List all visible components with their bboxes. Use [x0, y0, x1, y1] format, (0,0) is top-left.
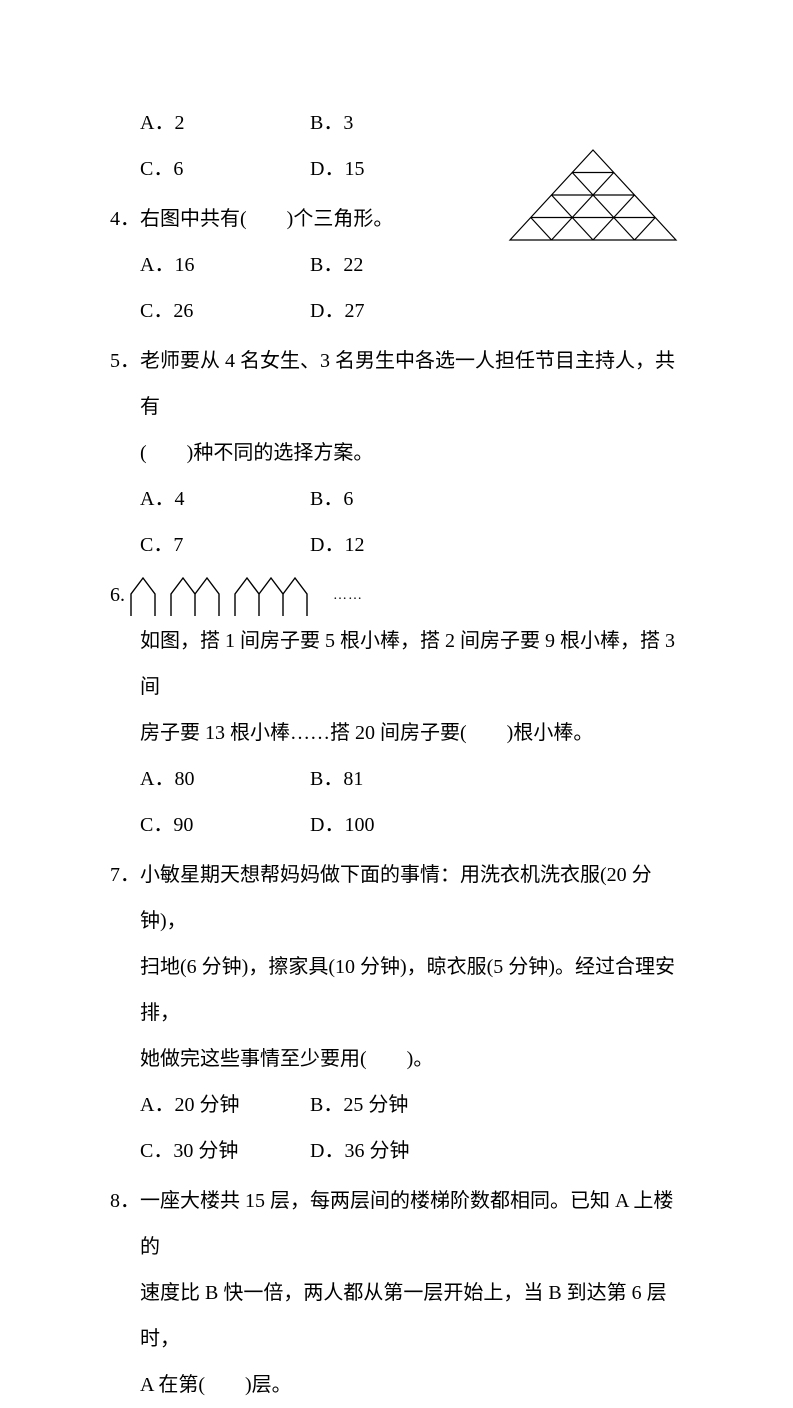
q5-text2: ( )种不同的选择方案。	[110, 430, 683, 476]
q6-text1: 如图，搭 1 间房子要 5 根小棒，搭 2 间房子要 9 根小棒，搭 3 间	[110, 618, 683, 710]
q4-opt-a: A．16	[140, 242, 310, 288]
q6-opt-d: D．100	[310, 802, 480, 848]
q7-text2: 扫地(6 分钟)，擦家具(10 分钟)，晾衣服(5 分钟)。经过合理安排，	[110, 944, 683, 1036]
q4-options-row1: A．16 B．22	[110, 242, 683, 288]
q3-opt-d: D．15	[310, 146, 480, 192]
houses-figure	[127, 572, 327, 618]
q8-text3: A 在第( )层。	[110, 1362, 683, 1408]
q5-opt-a: A．4	[140, 476, 310, 522]
q7-opt-b: B．25 分钟	[310, 1082, 480, 1128]
q4-opt-d: D．27	[310, 288, 480, 334]
q4-opt-c: C．26	[140, 288, 310, 334]
q7-number: 7．	[110, 852, 140, 898]
q7-text1: 小敏星期天想帮妈妈做下面的事情：用洗衣机洗衣服(20 分钟)，	[140, 852, 683, 944]
q7-text3: 她做完这些事情至少要用( )。	[110, 1036, 683, 1082]
q6-opt-c: C．90	[140, 802, 310, 848]
q4-options-row2: C．26 D．27	[110, 288, 683, 334]
question-6: 6. …… 如图，搭 1 间房子要 5 根小棒，搭 2 间房子要 9 根小棒，搭	[110, 572, 683, 848]
q7-options-row1: A．20 分钟 B．25 分钟	[110, 1082, 683, 1128]
question-5: 5． 老师要从 4 名女生、3 名男生中各选一人担任节目主持人，共有 ( )种不…	[110, 338, 683, 568]
q3-opt-a: A．2	[140, 100, 310, 146]
q6-opt-b: B．81	[310, 756, 480, 802]
q5-options-row2: C．7 D．12	[110, 522, 683, 568]
q5-options-row1: A．4 B．6	[110, 476, 683, 522]
q6-text2: 房子要 13 根小棒……搭 20 间房子要( )根小棒。	[110, 710, 683, 756]
q3-opt-c: C．6	[140, 146, 310, 192]
q4-opt-b: B．22	[310, 242, 480, 288]
q8-text1: 一座大楼共 15 层，每两层间的楼梯阶数都相同。已知 A 上楼的	[140, 1178, 683, 1270]
q5-opt-d: D．12	[310, 522, 480, 568]
q7-options-row2: C．30 分钟 D．36 分钟	[110, 1128, 683, 1174]
ellipsis-icon: ……	[333, 580, 363, 618]
q6-options-row2: C．90 D．100	[110, 802, 683, 848]
q5-opt-b: B．6	[310, 476, 480, 522]
q7-opt-d: D．36 分钟	[310, 1128, 480, 1174]
q8-text2: 速度比 B 快一倍，两人都从第一层开始上，当 B 到达第 6 层时，	[110, 1270, 683, 1362]
question-7: 7． 小敏星期天想帮妈妈做下面的事情：用洗衣机洗衣服(20 分钟)， 扫地(6 …	[110, 852, 683, 1174]
q5-opt-c: C．7	[140, 522, 310, 568]
q3-opt-b: B．3	[310, 100, 480, 146]
q5-number: 5．	[110, 338, 140, 384]
triangle-figure	[508, 148, 678, 242]
q6-opt-a: A．80	[140, 756, 310, 802]
q7-opt-c: C．30 分钟	[140, 1128, 310, 1174]
q6-options-row1: A．80 B．81	[110, 756, 683, 802]
q4-number: 4．	[110, 196, 140, 242]
q5-text1: 老师要从 4 名女生、3 名男生中各选一人担任节目主持人，共有	[140, 338, 683, 430]
question-8: 8． 一座大楼共 15 层，每两层间的楼梯阶数都相同。已知 A 上楼的 速度比 …	[110, 1178, 683, 1408]
q6-number: 6.	[110, 572, 125, 618]
q3-options-row1: A．2 B．3	[110, 100, 683, 146]
q7-opt-a: A．20 分钟	[140, 1082, 310, 1128]
q8-number: 8．	[110, 1178, 140, 1224]
